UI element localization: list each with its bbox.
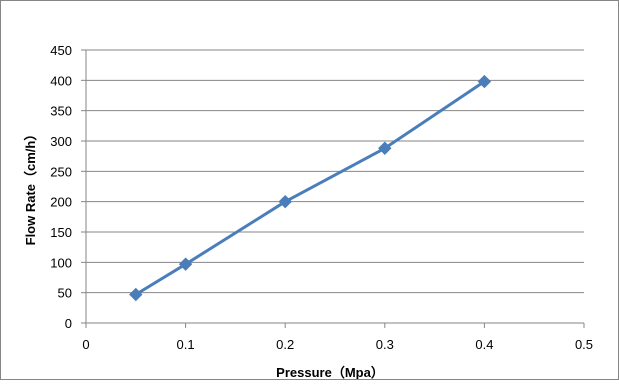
x-tick-label: 0.3 xyxy=(376,337,394,352)
x-tick-label: 0.5 xyxy=(575,337,593,352)
y-tick-label: 200 xyxy=(50,195,72,210)
x-axis-tick-labels: 0 0.1 0.2 0.3 0.4 0.5 xyxy=(82,337,593,352)
data-point-marker xyxy=(477,74,492,89)
x-tick-label: 0.4 xyxy=(475,337,493,352)
y-tick-label: 150 xyxy=(50,225,72,240)
x-axis-title: Pressure（Mpa） xyxy=(276,365,384,379)
data-point-marker xyxy=(378,141,392,155)
data-series xyxy=(129,74,492,302)
axes xyxy=(81,49,585,328)
y-axis-title: Flow Rate（cm/h） xyxy=(23,128,38,246)
y-tick-label: 0 xyxy=(65,316,72,331)
y-tick-label: 100 xyxy=(50,255,72,270)
y-tick-label: 400 xyxy=(50,73,72,88)
y-tick-label: 350 xyxy=(50,104,72,119)
y-tick-label: 50 xyxy=(58,286,72,301)
data-point-marker xyxy=(129,287,143,302)
x-tick-label: 0 xyxy=(82,337,89,352)
data-point-marker xyxy=(178,257,193,271)
y-axis-tick-labels: 0 50 100 150 200 250 300 350 400 450 xyxy=(50,43,72,331)
gridlines xyxy=(86,49,584,294)
x-tick-label: 0.2 xyxy=(276,337,294,352)
y-tick-label: 450 xyxy=(50,43,72,58)
x-tick-label: 0.1 xyxy=(177,337,195,352)
data-point-marker xyxy=(278,194,292,209)
y-tick-label: 300 xyxy=(50,134,72,149)
y-tick-label: 250 xyxy=(50,164,72,179)
